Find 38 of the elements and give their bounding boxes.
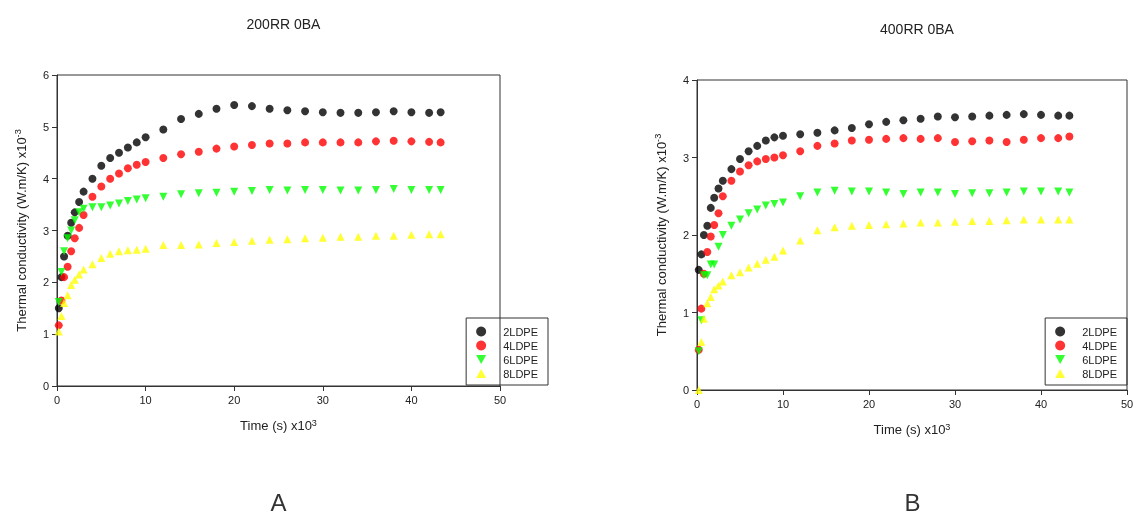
legend-label: 4LDPE [503, 339, 539, 352]
x-tick-label: 10 [139, 393, 152, 406]
y-tick-label: 0 [682, 384, 689, 396]
x-tick-label: 0 [693, 397, 701, 410]
y-tick-label: 4 [42, 172, 49, 185]
y-tick-label: 2 [682, 229, 689, 241]
chart-title: 400RR 0BA [880, 21, 955, 37]
x-tick-label: 30 [316, 393, 329, 406]
x-tick-label: 40 [405, 393, 418, 406]
legend-label: 2LDPE [503, 325, 539, 338]
x-tick-label: 20 [228, 393, 241, 406]
legend-label: 2LDPE [1082, 325, 1118, 338]
x-tick-label: 50 [1120, 397, 1134, 410]
legend-label: 4LDPE [1082, 339, 1118, 352]
y-tick-label: 3 [42, 224, 49, 237]
text: B [904, 488, 921, 516]
legend-label: 6LDPE [503, 353, 539, 366]
y-tick-label: 5 [42, 120, 49, 133]
x-tick-label: 20 [862, 397, 876, 410]
legend-label: 6LDPE [1082, 353, 1118, 366]
y-tick-label: 1 [42, 328, 49, 341]
legend-label: 8LDPE [1082, 367, 1118, 380]
chart-title: 200RR 0BA [246, 16, 322, 32]
legend-label: 8LDPE [503, 367, 539, 380]
x-tick-label: 10 [776, 397, 790, 410]
x-tick-label: 30 [948, 397, 962, 410]
text: A [270, 488, 287, 516]
y-tick-label: 1 [682, 306, 689, 319]
y-tick-label: 3 [682, 151, 689, 164]
y-axis-title: Thermal conductivity (W.m/K) x10-3 [13, 129, 29, 332]
x-tick-label: 40 [1034, 397, 1048, 410]
x-tick-label: 0 [53, 393, 61, 406]
y-tick-label: 4 [682, 74, 689, 86]
y-axis-title: Thermal conductivity (W.m/K) x10-3 [653, 133, 669, 337]
y-tick-label: 0 [42, 380, 49, 392]
y-tick-label: 6 [42, 69, 49, 81]
x-tick-label: 50 [493, 393, 507, 406]
y-tick-label: 2 [42, 276, 49, 289]
